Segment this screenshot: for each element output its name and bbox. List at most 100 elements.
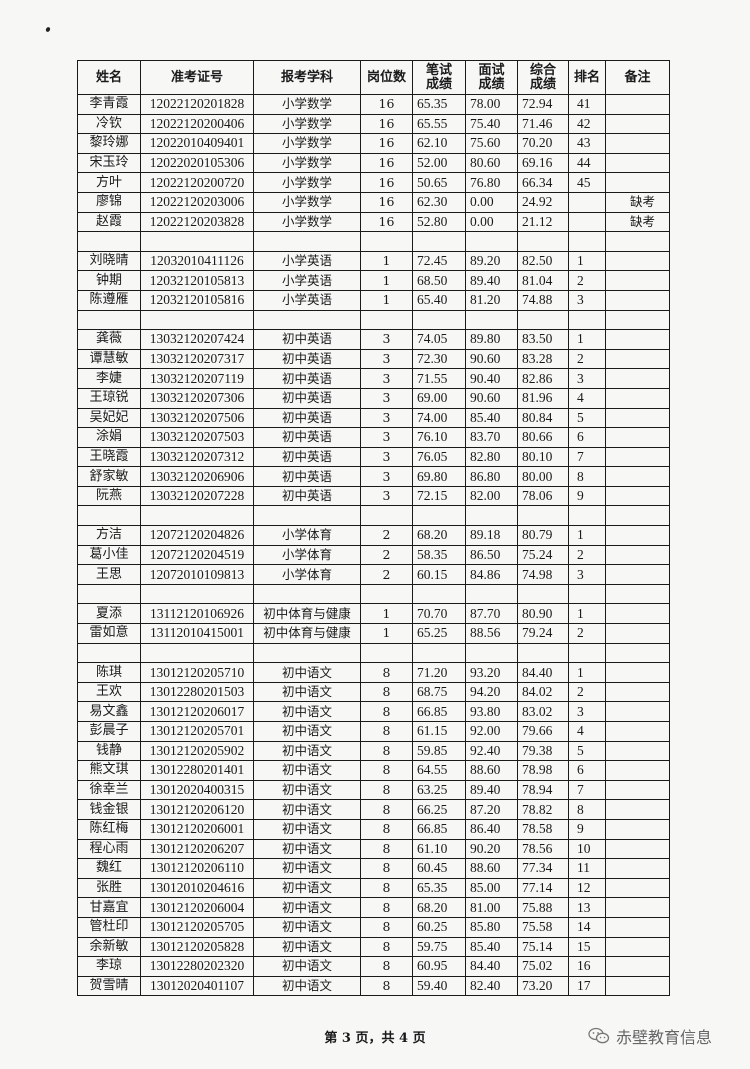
cell-rank: 2 (568, 270, 606, 291)
cell-remark (605, 779, 670, 801)
cell-rank: 11 (568, 858, 606, 879)
cell-subject: 小学英语 (253, 250, 361, 272)
cell-total-score: 78.56 (517, 838, 569, 860)
table-row: 王琼锐 13032120207306 初中英语 3 69.00 90.60 81.96 4 (77, 387, 670, 409)
cell-rank: 3 (568, 701, 606, 722)
cell-remark (605, 368, 670, 389)
cell-total-score: 80.10 (517, 446, 569, 468)
cell-rank: 1 (568, 662, 606, 683)
cell-rank (568, 231, 606, 252)
cell-post-count: 3 (360, 466, 413, 487)
cell-name: 钱金银 (77, 799, 141, 820)
table-row: 钱静 13012120205902 初中语文 8 59.85 92.40 79.38 5 (77, 740, 670, 762)
cell-subject: 初中语文 (253, 975, 361, 997)
header-name: 姓名 (77, 60, 141, 95)
cell-remark (605, 505, 670, 527)
cell-exam-id: 13012120205828 (140, 936, 254, 958)
table-row: 王晓霞 13032120207312 初中英语 3 76.05 82.80 80.10 7 (77, 446, 670, 468)
cell-remark (605, 427, 670, 448)
header-exam-id: 准考证号 (140, 60, 254, 95)
cell-subject (253, 231, 361, 252)
cell-written-score: 62.30 (412, 191, 466, 213)
cell-exam-id: 13012120206207 (140, 838, 254, 860)
cell-subject: 初中英语 (253, 348, 361, 370)
cell-total-score: 73.20 (517, 975, 569, 997)
cell-total-score: 81.96 (517, 387, 569, 409)
table-row: 宋玉玲 12022020105306 小学数学 16 52.00 80.60 69.16 44 (77, 152, 670, 174)
cell-rank: 9 (568, 818, 606, 840)
cell-written-score: 72.15 (412, 485, 466, 507)
cell-interview-score: 0.00 (465, 211, 518, 233)
cell-total-score: 21.12 (517, 211, 569, 233)
cell-name: 程心雨 (77, 838, 141, 860)
cell-rank: 41 (568, 94, 606, 115)
cell-rank: 5 (568, 740, 606, 762)
cell-interview-score (465, 583, 518, 605)
blank-separator-row (77, 309, 670, 331)
cell-subject: 小学数学 (253, 191, 361, 213)
cell-written-score: 65.35 (412, 94, 466, 115)
cell-post-count: 8 (360, 858, 413, 879)
cell-post-count (360, 505, 413, 527)
cell-post-count: 16 (360, 94, 413, 115)
cell-rank: 3 (568, 289, 606, 311)
cell-exam-id (140, 583, 254, 605)
cell-post-count: 16 (360, 191, 413, 213)
table-row: 陈遵雁 12032120105816 小学英语 1 65.40 81.20 74.88 3 (77, 289, 670, 311)
cell-interview-score: 82.00 (465, 485, 518, 507)
cell-total-score: 83.50 (517, 329, 569, 350)
cell-name: 李青霞 (77, 94, 141, 115)
cell-total-score: 74.88 (517, 289, 569, 311)
cell-rank: 13 (568, 897, 606, 918)
cell-post-count: 2 (360, 544, 413, 566)
cell-rank: 43 (568, 133, 606, 154)
cell-written-score: 65.25 (412, 623, 466, 644)
cell-subject: 初中语文 (253, 779, 361, 801)
cell-post-count: 3 (360, 329, 413, 350)
cell-post-count: 8 (360, 721, 413, 742)
cell-post-count: 8 (360, 916, 413, 938)
cell-post-count: 8 (360, 760, 413, 781)
cell-post-count: 8 (360, 701, 413, 722)
cell-total-score: 78.82 (517, 799, 569, 820)
cell-interview-score: 90.60 (465, 348, 518, 370)
table-row: 李婕 13032120207119 初中英语 3 71.55 90.40 82.86 3 (77, 368, 670, 389)
cell-exam-id: 13032120207506 (140, 407, 254, 429)
cell-total-score: 66.34 (517, 172, 569, 193)
cell-interview-score: 93.80 (465, 701, 518, 722)
cell-name: 甘嘉宜 (77, 897, 141, 918)
cell-total-score: 75.24 (517, 544, 569, 566)
cell-total-score (517, 583, 569, 605)
cell-name: 宋玉玲 (77, 152, 141, 174)
cell-name: 魏红 (77, 858, 141, 879)
cell-post-count: 3 (360, 348, 413, 370)
cell-written-score (412, 231, 466, 252)
cell-rank: 16 (568, 956, 606, 977)
cell-written-score: 74.05 (412, 329, 466, 350)
cell-total-score: 80.66 (517, 427, 569, 448)
table-row: 吴妃妃 13032120207506 初中英语 3 74.00 85.40 80.84 5 (77, 407, 670, 429)
cell-remark (605, 936, 670, 958)
cell-subject: 初中语文 (253, 662, 361, 683)
table-row: 阮燕 13032120207228 初中英语 3 72.15 82.00 78.06 9 (77, 485, 670, 507)
table-row: 陈琪 13012120205710 初中语文 8 71.20 93.20 84.40 1 (77, 662, 670, 683)
cell-remark (605, 916, 670, 938)
cell-written-score: 59.40 (412, 975, 466, 997)
cell-post-count (360, 642, 413, 664)
cell-total-score: 81.04 (517, 270, 569, 291)
table-row: 王欢 13012280201503 初中语文 8 68.75 94.20 84.02 2 (77, 681, 670, 703)
cell-written-score: 65.40 (412, 289, 466, 311)
cell-subject: 小学体育 (253, 564, 361, 585)
cell-rank: 10 (568, 838, 606, 860)
cell-total-score: 82.86 (517, 368, 569, 389)
cell-subject: 初中语文 (253, 877, 361, 899)
cell-written-score: 52.80 (412, 211, 466, 233)
cell-name: 钱静 (77, 740, 141, 762)
cell-exam-id: 13012120206110 (140, 858, 254, 879)
cell-total-score: 84.02 (517, 681, 569, 703)
cell-rank (568, 583, 606, 605)
cell-subject: 小学体育 (253, 544, 361, 566)
cell-interview-score: 75.60 (465, 133, 518, 154)
cell-subject: 小学数学 (253, 152, 361, 174)
cell-name: 王思 (77, 564, 141, 585)
